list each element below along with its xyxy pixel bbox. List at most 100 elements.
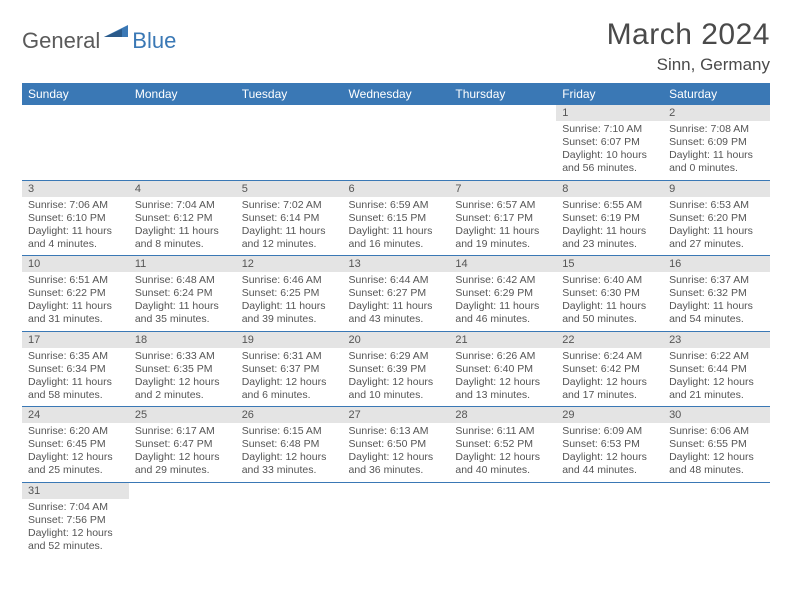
daylight-text: Daylight: 10 hours and 56 minutes. [562, 149, 657, 175]
sunset-text: Sunset: 6:50 PM [349, 438, 444, 451]
sunrise-text: Sunrise: 6:13 AM [349, 425, 444, 438]
day-number: 17 [22, 332, 129, 348]
day-number: 30 [663, 407, 770, 423]
sunrise-text: Sunrise: 6:35 AM [28, 350, 123, 363]
day-body: Sunrise: 6:42 AMSunset: 6:29 PMDaylight:… [449, 272, 556, 331]
day-body: Sunrise: 7:02 AMSunset: 6:14 PMDaylight:… [236, 197, 343, 256]
sunrise-text: Sunrise: 6:06 AM [669, 425, 764, 438]
daylight-text: Daylight: 11 hours and 58 minutes. [28, 376, 123, 402]
calendar-cell: 29Sunrise: 6:09 AMSunset: 6:53 PMDayligh… [556, 407, 663, 483]
calendar-cell: 31Sunrise: 7:04 AMSunset: 7:56 PMDayligh… [22, 482, 129, 557]
sunset-text: Sunset: 6:20 PM [669, 212, 764, 225]
day-number: 26 [236, 407, 343, 423]
daylight-text: Daylight: 11 hours and 19 minutes. [455, 225, 550, 251]
daylight-text: Daylight: 11 hours and 0 minutes. [669, 149, 764, 175]
daylight-text: Daylight: 12 hours and 10 minutes. [349, 376, 444, 402]
weekday-header-row: Sunday Monday Tuesday Wednesday Thursday… [22, 83, 770, 105]
daylight-text: Daylight: 12 hours and 52 minutes. [28, 527, 123, 553]
calendar-cell [129, 105, 236, 180]
daylight-text: Daylight: 12 hours and 33 minutes. [242, 451, 337, 477]
calendar-cell: 26Sunrise: 6:15 AMSunset: 6:48 PMDayligh… [236, 407, 343, 483]
daylight-text: Daylight: 11 hours and 50 minutes. [562, 300, 657, 326]
title-block: March 2024 Sinn, Germany [607, 18, 770, 75]
day-body: Sunrise: 7:08 AMSunset: 6:09 PMDaylight:… [663, 121, 770, 180]
daylight-text: Daylight: 12 hours and 36 minutes. [349, 451, 444, 477]
calendar-row: 3Sunrise: 7:06 AMSunset: 6:10 PMDaylight… [22, 180, 770, 256]
calendar-cell: 15Sunrise: 6:40 AMSunset: 6:30 PMDayligh… [556, 256, 663, 332]
sunset-text: Sunset: 6:37 PM [242, 363, 337, 376]
calendar-cell [129, 482, 236, 557]
day-number: 4 [129, 181, 236, 197]
daylight-text: Daylight: 11 hours and 43 minutes. [349, 300, 444, 326]
sunset-text: Sunset: 6:22 PM [28, 287, 123, 300]
sunset-text: Sunset: 6:12 PM [135, 212, 230, 225]
daylight-text: Daylight: 11 hours and 54 minutes. [669, 300, 764, 326]
day-number: 1 [556, 105, 663, 121]
day-number: 24 [22, 407, 129, 423]
sunrise-text: Sunrise: 7:02 AM [242, 199, 337, 212]
day-body: Sunrise: 6:51 AMSunset: 6:22 PMDaylight:… [22, 272, 129, 331]
sunset-text: Sunset: 6:34 PM [28, 363, 123, 376]
day-body: Sunrise: 6:17 AMSunset: 6:47 PMDaylight:… [129, 423, 236, 482]
logo-flag-icon [104, 23, 130, 46]
calendar-cell: 7Sunrise: 6:57 AMSunset: 6:17 PMDaylight… [449, 180, 556, 256]
sunrise-text: Sunrise: 7:06 AM [28, 199, 123, 212]
day-number: 18 [129, 332, 236, 348]
sunrise-text: Sunrise: 6:17 AM [135, 425, 230, 438]
sunset-text: Sunset: 6:24 PM [135, 287, 230, 300]
day-number: 19 [236, 332, 343, 348]
day-number: 21 [449, 332, 556, 348]
calendar-cell: 20Sunrise: 6:29 AMSunset: 6:39 PMDayligh… [343, 331, 450, 407]
sunrise-text: Sunrise: 6:48 AM [135, 274, 230, 287]
calendar-cell: 11 Sunrise: 6:48 AMSunset: 6:24 PMDayligh… [129, 256, 236, 332]
sunrise-text: Sunrise: 7:04 AM [28, 501, 123, 514]
sunrise-text: Sunrise: 6:57 AM [455, 199, 550, 212]
sunset-text: Sunset: 6:47 PM [135, 438, 230, 451]
daylight-text: Daylight: 11 hours and 16 minutes. [349, 225, 444, 251]
daylight-text: Daylight: 11 hours and 39 minutes. [242, 300, 337, 326]
day-number: 16 [663, 256, 770, 272]
day-body: Sunrise: 6:15 AMSunset: 6:48 PMDaylight:… [236, 423, 343, 482]
sunrise-text: Sunrise: 6:51 AM [28, 274, 123, 287]
daylight-text: Daylight: 11 hours and 35 minutes. [135, 300, 230, 326]
sunrise-text: Sunrise: 6:37 AM [669, 274, 764, 287]
location-label: Sinn, Germany [607, 55, 770, 75]
col-tuesday: Tuesday [236, 83, 343, 105]
calendar-cell [663, 482, 770, 557]
day-number: 10 [22, 256, 129, 272]
sunrise-text: Sunrise: 6:31 AM [242, 350, 337, 363]
calendar-cell: 2Sunrise: 7:08 AMSunset: 6:09 PMDaylight… [663, 105, 770, 180]
calendar-cell: 25Sunrise: 6:17 AMSunset: 6:47 PMDayligh… [129, 407, 236, 483]
logo: General Blue [22, 28, 176, 54]
col-saturday: Saturday [663, 83, 770, 105]
day-body: Sunrise: 7:04 AMSunset: 6:12 PMDaylight:… [129, 197, 236, 256]
daylight-text: Daylight: 11 hours and 23 minutes. [562, 225, 657, 251]
calendar-cell [449, 105, 556, 180]
sunset-text: Sunset: 7:56 PM [28, 514, 123, 527]
sunrise-text: Sunrise: 6:22 AM [669, 350, 764, 363]
daylight-text: Daylight: 11 hours and 12 minutes. [242, 225, 337, 251]
day-body: Sunrise: 7:04 AMSunset: 7:56 PMDaylight:… [22, 499, 129, 558]
sunrise-text: Sunrise: 6:42 AM [455, 274, 550, 287]
col-thursday: Thursday [449, 83, 556, 105]
sunrise-text: Sunrise: 6:33 AM [135, 350, 230, 363]
sunrise-text: Sunrise: 6:46 AM [242, 274, 337, 287]
day-body: Sunrise: 6:40 AMSunset: 6:30 PMDaylight:… [556, 272, 663, 331]
sunset-text: Sunset: 6:30 PM [562, 287, 657, 300]
sunset-text: Sunset: 6:17 PM [455, 212, 550, 225]
calendar-cell: 19Sunrise: 6:31 AMSunset: 6:37 PMDayligh… [236, 331, 343, 407]
calendar-row: 17Sunrise: 6:35 AMSunset: 6:34 PMDayligh… [22, 331, 770, 407]
daylight-text: Daylight: 11 hours and 27 minutes. [669, 225, 764, 251]
sunset-text: Sunset: 6:52 PM [455, 438, 550, 451]
sunrise-text: Sunrise: 6:40 AM [562, 274, 657, 287]
calendar-cell: 16Sunrise: 6:37 AMSunset: 6:32 PMDayligh… [663, 256, 770, 332]
sunrise-text: Sunrise: 6:26 AM [455, 350, 550, 363]
day-body: Sunrise: 7:06 AMSunset: 6:10 PMDaylight:… [22, 197, 129, 256]
calendar-table: Sunday Monday Tuesday Wednesday Thursday… [22, 83, 770, 557]
sunrise-text: Sunrise: 6:44 AM [349, 274, 444, 287]
day-number: 11 [129, 256, 236, 272]
sunrise-text: Sunrise: 6:29 AM [349, 350, 444, 363]
day-body: Sunrise: 6:44 AMSunset: 6:27 PMDaylight:… [343, 272, 450, 331]
calendar-cell: 27Sunrise: 6:13 AMSunset: 6:50 PMDayligh… [343, 407, 450, 483]
day-body: Sunrise: 6:29 AMSunset: 6:39 PMDaylight:… [343, 348, 450, 407]
